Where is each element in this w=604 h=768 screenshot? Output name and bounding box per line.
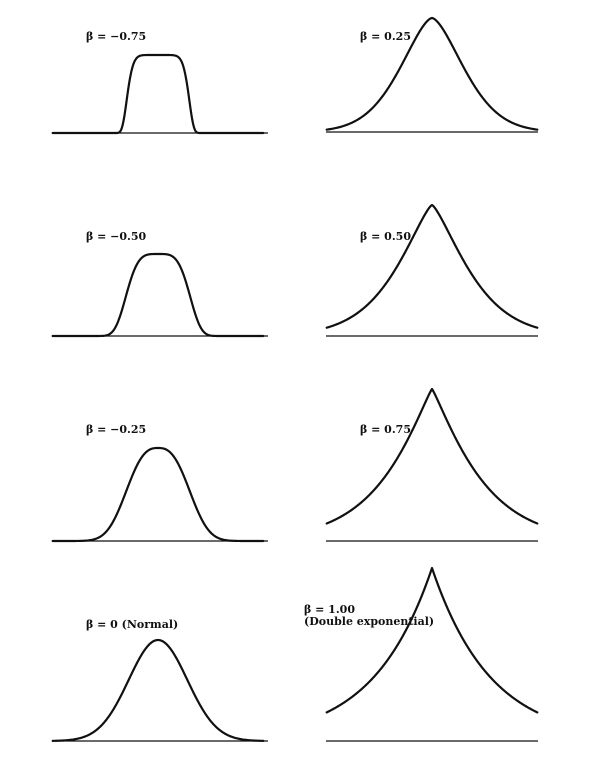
panel-3: β = −0.50 — [51, 230, 268, 338]
density-curve — [325, 203, 539, 329]
panel-label: β = 0.50 — [360, 230, 411, 243]
panel-label: β = −0.50 — [86, 230, 147, 243]
panel-8: β = 1.00(Double exponential) — [304, 566, 539, 742]
density-curve — [51, 638, 265, 742]
density-curve — [325, 16, 539, 131]
panel-label: β = −0.25 — [86, 423, 146, 436]
panel-label: (Double exponential) — [304, 615, 434, 628]
density-curve — [51, 53, 265, 135]
panel-label: β = 0.75 — [360, 423, 411, 436]
density-curve — [325, 566, 539, 714]
panel-4: β = 0.50 — [325, 203, 539, 337]
density-curve — [325, 387, 539, 525]
panel-label: β = −0.75 — [86, 30, 146, 43]
panel-7: β = 0 (Normal) — [51, 618, 268, 742]
panel-5: β = −0.25 — [51, 423, 268, 543]
density-curve — [51, 446, 265, 543]
panel-label: β = 1.00 — [304, 603, 355, 616]
panel-6: β = 0.75 — [325, 387, 539, 542]
density-curve — [51, 252, 265, 338]
panel-1: β = −0.75 — [51, 30, 268, 135]
panel-2: β = 0.25 — [325, 16, 539, 133]
panel-label: β = 0 (Normal) — [86, 618, 178, 631]
panel-label: β = 0.25 — [360, 30, 411, 43]
